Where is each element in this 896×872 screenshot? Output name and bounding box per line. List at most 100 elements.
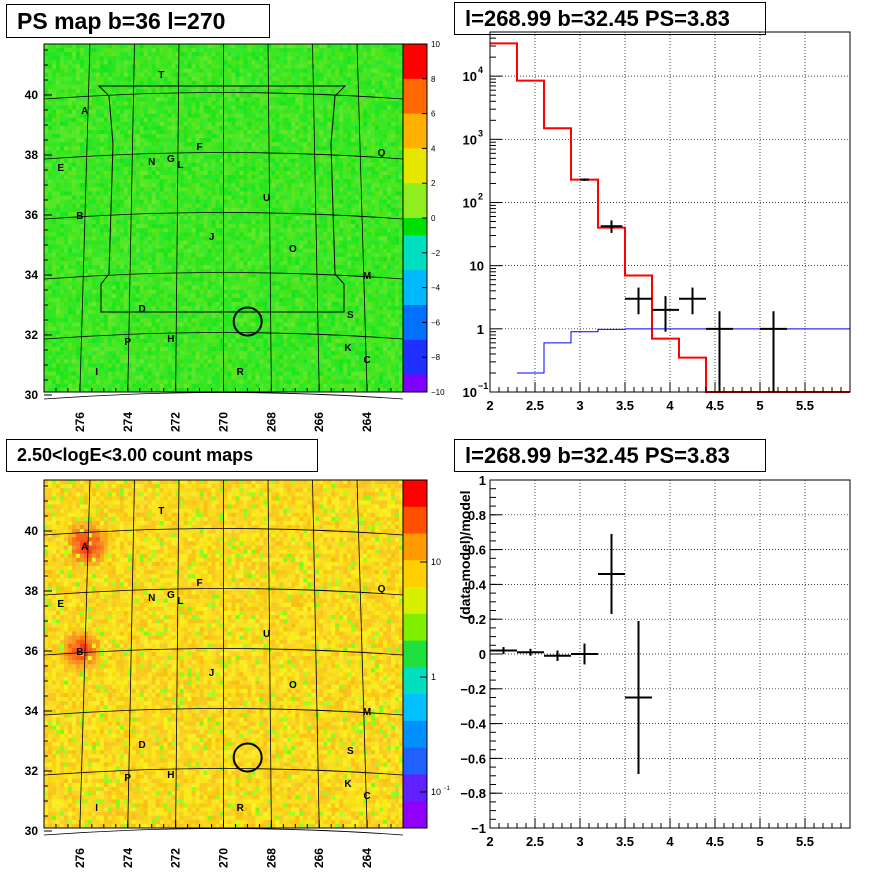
map-pixel <box>103 240 109 246</box>
map-pixel <box>131 93 137 98</box>
map-pixel <box>275 170 280 176</box>
map-pixel <box>323 97 328 102</box>
map-pixel <box>335 207 340 213</box>
map-pixel <box>123 158 129 164</box>
map-pixel <box>175 105 181 110</box>
map-pixel <box>283 134 288 139</box>
map-pixel <box>307 121 312 127</box>
map-pixel <box>303 60 308 65</box>
map-pixel <box>319 113 324 119</box>
map-pixel <box>159 48 165 53</box>
map-pixel <box>303 265 308 270</box>
map-pixel <box>335 48 340 53</box>
map-pixel <box>343 187 348 192</box>
map-pixel <box>287 93 292 98</box>
map-pixel <box>75 162 81 168</box>
map-pixel <box>383 80 388 86</box>
map-pixel <box>203 113 208 119</box>
map-pixel <box>119 207 125 213</box>
map-pixel <box>203 105 208 110</box>
map-pixel <box>167 248 173 254</box>
map-pixel <box>235 240 240 246</box>
map-pixel <box>115 80 121 86</box>
map-pixel <box>211 170 216 176</box>
map-pixel <box>343 162 348 168</box>
map-pixel <box>127 162 133 168</box>
map-pixel <box>359 84 364 90</box>
map-pixel <box>263 183 268 188</box>
map-pixel <box>203 56 208 61</box>
map-pixel <box>44 60 49 65</box>
map-pixel <box>371 191 376 196</box>
map-pixel <box>59 199 65 205</box>
map-pixel <box>167 109 173 114</box>
map-pixel <box>79 195 85 200</box>
map-pixel <box>119 84 125 90</box>
map-pixel <box>383 203 388 209</box>
map-pixel <box>371 228 376 233</box>
map-pixel <box>251 203 256 209</box>
map-pixel <box>51 68 57 74</box>
map-pixel <box>199 52 204 57</box>
map-pixel <box>171 179 177 184</box>
map-pixel <box>315 260 320 266</box>
map-pixel <box>63 195 69 200</box>
map-pixel <box>135 89 141 94</box>
map-pixel <box>383 244 388 250</box>
map-pixel <box>347 76 352 82</box>
map-pixel <box>171 72 177 78</box>
map-pixel <box>59 109 65 114</box>
map-pixel <box>355 109 360 114</box>
map-pixel <box>195 44 200 49</box>
map-pixel <box>299 113 304 119</box>
map-pixel <box>255 154 260 160</box>
map-pixel <box>259 175 264 180</box>
map-pixel <box>147 244 153 250</box>
map-pixel <box>163 56 169 61</box>
map-pixel <box>343 68 348 74</box>
map-pixel <box>235 113 240 119</box>
map-pixel <box>71 113 77 119</box>
map-pixel <box>191 101 196 106</box>
map-pixel <box>263 44 268 49</box>
map-pixel <box>399 121 404 127</box>
map-pixel <box>323 56 328 61</box>
map-pixel <box>219 129 224 135</box>
map-pixel <box>259 129 264 135</box>
map-pixel <box>323 80 328 86</box>
map-pixel <box>395 68 400 74</box>
map-pixel <box>239 240 244 246</box>
map-pixel <box>103 215 109 221</box>
map-pixel <box>211 89 216 94</box>
map-pixel <box>179 64 185 69</box>
map-pixel <box>71 93 77 98</box>
map-pixel <box>107 211 113 217</box>
map-pixel <box>247 207 252 213</box>
map-pixel <box>63 244 69 250</box>
map-pixel <box>295 207 300 213</box>
map-pixel <box>215 170 220 176</box>
map-pixel <box>51 170 57 176</box>
map-pixel <box>387 166 392 172</box>
map-pixel <box>155 244 161 250</box>
map-pixel <box>251 56 256 61</box>
map-pixel <box>351 248 356 254</box>
map-pixel <box>131 105 137 110</box>
map-pixel <box>243 93 248 98</box>
map-pixel <box>191 207 196 213</box>
map-pixel <box>375 52 380 57</box>
map-pixel <box>131 179 137 184</box>
map-pixel <box>87 207 93 213</box>
map-pixel <box>355 158 360 164</box>
map-pixel <box>151 121 157 127</box>
map-pixel <box>339 72 344 78</box>
map-pixel <box>379 93 384 98</box>
map-pixel <box>319 60 324 65</box>
map-pixel <box>215 64 220 69</box>
map-pixel <box>315 97 320 102</box>
map-pixel <box>343 244 348 250</box>
map-pixel <box>251 97 256 102</box>
map-pixel <box>67 113 73 119</box>
map-pixel <box>219 109 224 114</box>
map-pixel <box>44 224 49 229</box>
